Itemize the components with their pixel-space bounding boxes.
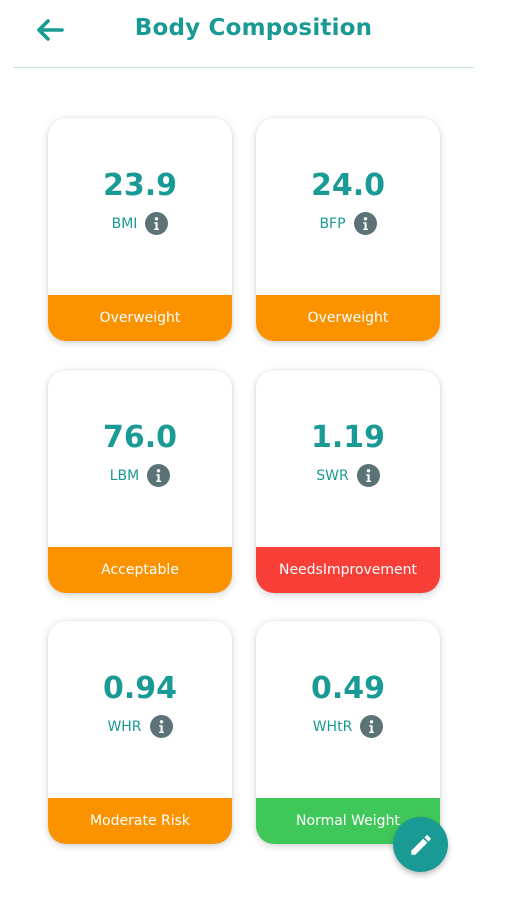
info-button[interactable] (147, 464, 171, 487)
info-icon (154, 217, 160, 230)
page-title: Body Composition (134, 15, 373, 41)
status-badge: Moderate Risk (48, 798, 232, 844)
status-badge: Overweight (48, 295, 232, 341)
back-button[interactable] (34, 14, 66, 46)
metric-card-bmi[interactable]: 23.9 BMI Overweight (48, 118, 232, 341)
metric-value: 24.0 (310, 168, 386, 203)
metric-card-whr[interactable]: 0.94 WHR Moderate Risk (48, 621, 232, 844)
info-button[interactable] (360, 715, 384, 738)
metric-value: 0.49 (310, 671, 386, 706)
info-button[interactable] (145, 212, 169, 235)
status-badge: Overweight (256, 295, 440, 341)
metric-label: BMI (111, 215, 138, 232)
app-header: Body Composition (0, 0, 507, 68)
metric-card-bfp[interactable]: 24.0 BFP Overweight (256, 118, 440, 341)
info-icon (365, 469, 371, 482)
metric-label: SWR (316, 467, 349, 484)
arrow-left-icon (37, 19, 64, 41)
info-icon (362, 217, 368, 230)
metric-label: WHtR (312, 718, 353, 735)
header-divider (13, 67, 474, 68)
info-icon (369, 720, 375, 733)
metric-label: BFP (319, 215, 346, 232)
metric-card-lbm[interactable]: 76.0 LBM Acceptable (48, 370, 232, 593)
metric-label-row: BMI (48, 212, 232, 235)
metric-label-row: SWR (256, 464, 440, 487)
metric-label-row: WHR (48, 715, 232, 738)
info-button[interactable] (353, 212, 377, 235)
metric-label: WHR (107, 718, 142, 735)
metric-label-row: LBM (48, 464, 232, 487)
metric-value: 1.19 (310, 420, 386, 455)
metric-value: 0.94 (102, 671, 178, 706)
metric-card-whtr[interactable]: 0.49 WHtR Normal Weight (256, 621, 440, 844)
pencil-icon (410, 834, 431, 855)
metric-label-row: BFP (256, 212, 440, 235)
metric-label-row: WHtR (256, 715, 440, 738)
metric-value: 76.0 (102, 420, 178, 455)
status-badge: NeedsImprovement (256, 547, 440, 593)
info-button[interactable] (356, 464, 380, 487)
metric-card-swr[interactable]: 1.19 SWR NeedsImprovement (256, 370, 440, 593)
status-badge: Acceptable (48, 547, 232, 593)
info-icon (156, 469, 162, 482)
metric-value: 23.9 (102, 168, 178, 203)
info-button[interactable] (149, 715, 173, 738)
edit-fab-button[interactable] (393, 817, 448, 872)
metric-label: LBM (109, 467, 140, 484)
info-icon (158, 720, 164, 733)
